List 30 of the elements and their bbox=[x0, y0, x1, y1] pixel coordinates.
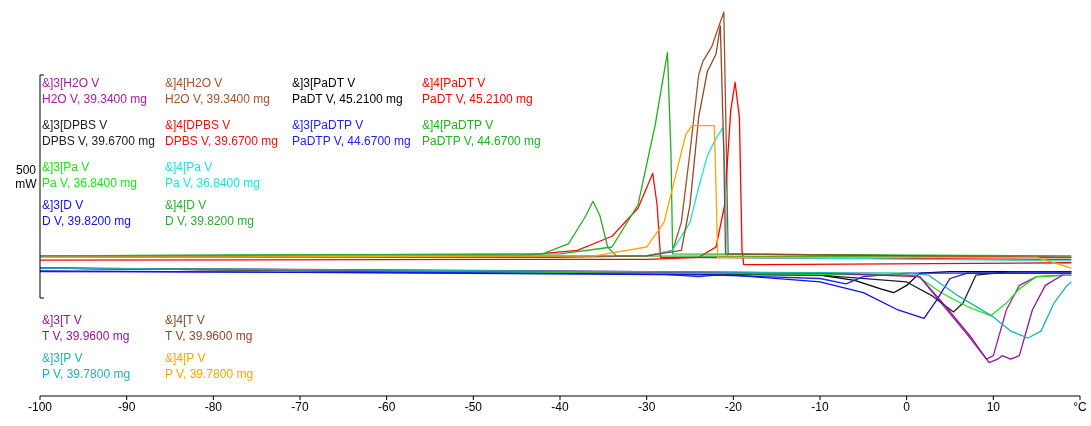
x-tick-label: -60 bbox=[377, 399, 396, 414]
x-tick-label: -20 bbox=[724, 399, 743, 414]
x-tick-label: °C bbox=[1073, 399, 1088, 414]
text: &]3[DPBS V DPBS V, 39.6700 mg bbox=[42, 117, 155, 149]
x-tick-label: -90 bbox=[117, 399, 136, 414]
y-axis-title: 500 mW bbox=[15, 163, 38, 191]
text: &]3[T V T V, 39.9600 mg bbox=[42, 312, 130, 344]
x-tick-label: -70 bbox=[291, 399, 309, 414]
text: &]3[PaDTP V PaDTP V, 44.6700 mg bbox=[292, 117, 411, 149]
text: &]4[PaDT V PaDT V, 45.2100 mg bbox=[422, 75, 533, 107]
x-tick-label: 0 bbox=[903, 399, 911, 414]
text: &]4[T V T V, 39.9600 mg bbox=[165, 312, 253, 344]
x-tick-label: -10 bbox=[811, 399, 829, 414]
x-tick-label: -100 bbox=[27, 399, 53, 414]
text: &]4[Pa V Pa V, 36.8400 mg bbox=[165, 159, 260, 191]
text: &]3[P V P V, 39.7800 mg bbox=[42, 350, 131, 382]
x-tick-label: -30 bbox=[637, 399, 656, 414]
text: &]3[PaDT V PaDT V, 45.2100 mg bbox=[292, 75, 403, 107]
x-tick-label: -40 bbox=[551, 399, 569, 414]
x-tick-label: -50 bbox=[464, 399, 483, 414]
text: &]4[H2O V H2O V, 39.3400 mg bbox=[165, 75, 270, 107]
text: &]3[H2O V H2O V, 39.3400 mg bbox=[42, 75, 147, 107]
text: &]4[PaDTP V PaDTP V, 44.6700 mg bbox=[422, 117, 541, 149]
text: &]4[D V D V, 39.8200 mg bbox=[165, 197, 254, 229]
text: &]3[D V D V, 39.8200 mg bbox=[42, 197, 131, 229]
text: &]4[DPBS V DPBS V, 39.6700 mg bbox=[165, 117, 278, 149]
x-tick-label: 10 bbox=[986, 399, 1001, 414]
text: &]3[Pa V Pa V, 36.8400 mg bbox=[42, 159, 137, 191]
x-tick-label: -80 bbox=[204, 399, 223, 414]
text: &]4[P V P V, 39.7800 mg bbox=[165, 350, 254, 382]
